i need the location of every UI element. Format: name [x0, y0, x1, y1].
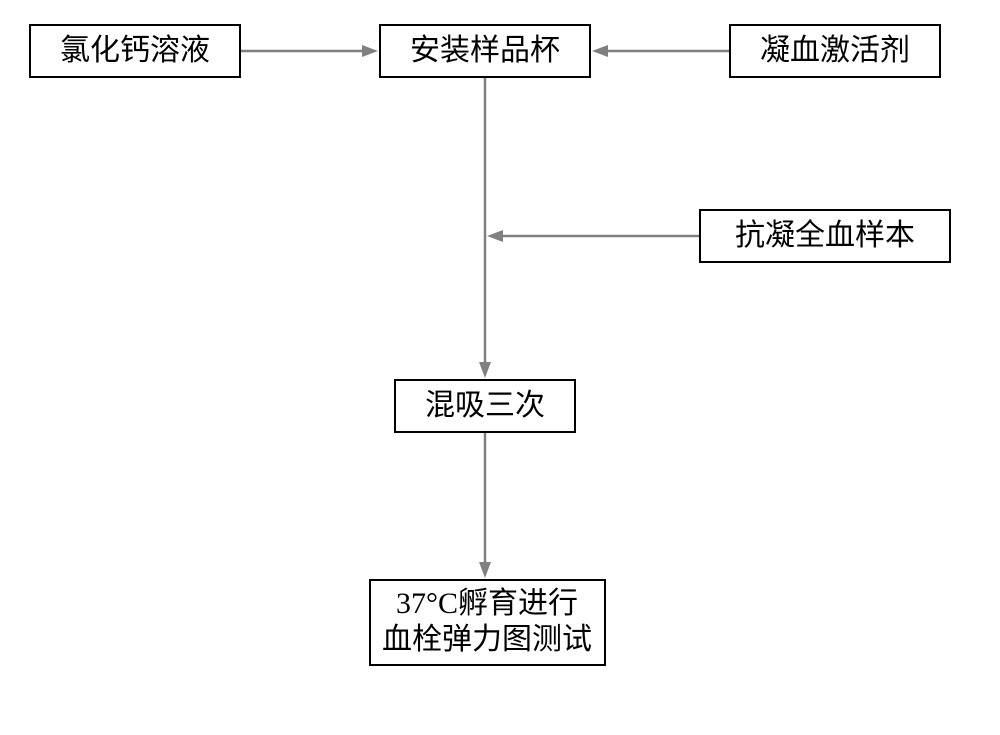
edge-n4-junction [487, 230, 700, 242]
node-n5: 混吸三次 [395, 380, 575, 432]
node-n6-label-line1: 37°C孵育进行 [396, 587, 578, 620]
edge-junction-n5 [479, 236, 491, 378]
node-n6: 37°C孵育进行 血栓弹力图测试 [370, 580, 605, 665]
edge-n3-n2 [592, 45, 730, 57]
node-n2-label: 安装样品杯 [410, 34, 560, 67]
node-n6-label-line2: 血栓弹力图测试 [382, 623, 592, 656]
node-n4: 抗凝全血样本 [700, 210, 950, 262]
node-n4-label: 抗凝全血样本 [735, 219, 915, 252]
edge-n5-n6 [479, 432, 491, 578]
node-n3: 凝血激活剂 [730, 25, 940, 77]
node-n1-label: 氯化钙溶液 [60, 34, 210, 67]
flowchart-canvas: 氯化钙溶液 安装样品杯 凝血激活剂 抗凝全血样本 混吸三次 37°C孵育进行 血… [0, 0, 1000, 735]
node-n3-label: 凝血激活剂 [760, 34, 910, 67]
node-n1: 氯化钙溶液 [30, 25, 240, 77]
node-n2: 安装样品杯 [380, 25, 590, 77]
edge-n1-n2 [240, 45, 378, 57]
node-n5-label: 混吸三次 [425, 389, 545, 422]
